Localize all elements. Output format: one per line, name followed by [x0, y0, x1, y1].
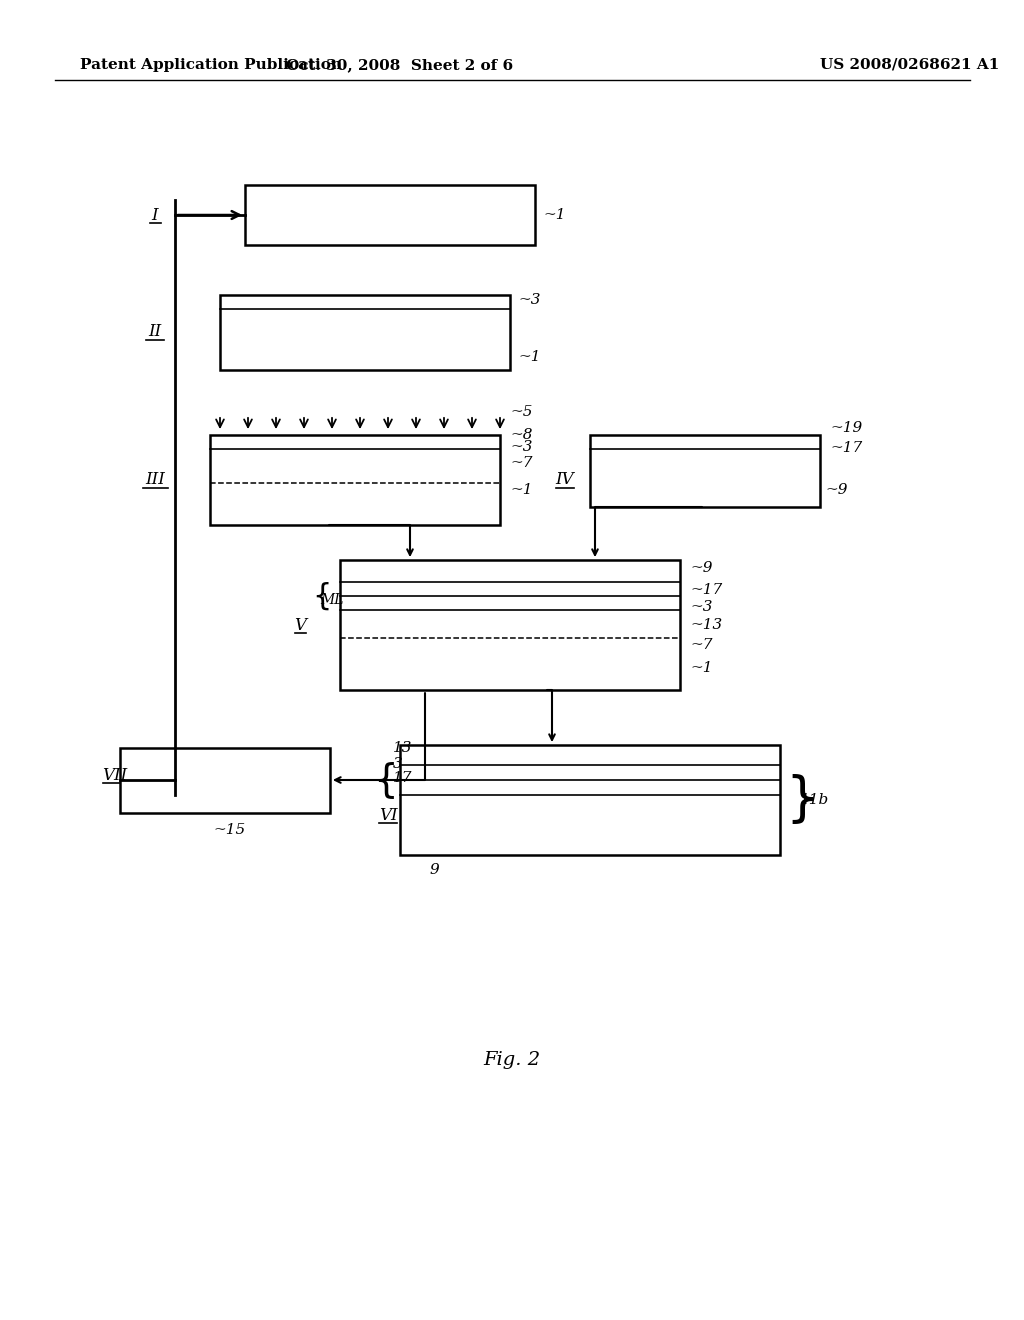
Text: ~13: ~13	[690, 618, 722, 632]
Bar	[400, 744, 780, 855]
Text: {: {	[374, 762, 398, 799]
Text: ~17: ~17	[830, 441, 862, 455]
Bar	[210, 436, 500, 525]
Text: VI: VI	[379, 807, 397, 824]
Text: US 2008/0268621 A1: US 2008/0268621 A1	[820, 58, 999, 73]
Text: II: II	[148, 323, 162, 341]
Text: ~17: ~17	[690, 583, 722, 597]
Text: }: }	[785, 774, 818, 826]
Text: 3: 3	[393, 756, 402, 771]
Text: 9: 9	[430, 863, 439, 876]
Text: Fig. 2: Fig. 2	[483, 1051, 541, 1069]
Bar	[245, 185, 535, 246]
Text: ~9: ~9	[825, 483, 848, 498]
Text: ~3: ~3	[690, 601, 713, 614]
Bar	[590, 436, 820, 507]
Text: ~1: ~1	[510, 483, 532, 498]
Text: VII: VII	[102, 767, 128, 784]
Text: 11b: 11b	[800, 793, 829, 807]
Text: I: I	[152, 206, 159, 223]
Text: {: {	[312, 582, 332, 611]
Text: ~15: ~15	[213, 822, 246, 837]
Text: 13: 13	[393, 741, 413, 755]
Text: ~19: ~19	[830, 421, 862, 436]
Bar	[120, 748, 330, 813]
Bar	[340, 560, 680, 690]
Text: ~3: ~3	[510, 440, 532, 454]
Text: Oct. 30, 2008  Sheet 2 of 6: Oct. 30, 2008 Sheet 2 of 6	[287, 58, 514, 73]
Text: ~1: ~1	[543, 209, 565, 222]
Bar	[220, 294, 510, 370]
Text: IV: IV	[556, 471, 574, 488]
Text: ~1: ~1	[518, 350, 541, 364]
Text: ~5: ~5	[510, 405, 532, 418]
Text: ML: ML	[319, 593, 343, 607]
Text: ~7: ~7	[690, 638, 713, 652]
Text: Patent Application Publication: Patent Application Publication	[80, 58, 342, 73]
Text: 17: 17	[393, 771, 413, 785]
Text: ~1: ~1	[690, 661, 713, 675]
Text: ~8: ~8	[510, 428, 532, 442]
Text: V: V	[294, 616, 306, 634]
Text: ~9: ~9	[690, 561, 713, 576]
Text: ~3: ~3	[518, 293, 541, 308]
Text: ~7: ~7	[510, 455, 532, 470]
Text: III: III	[145, 471, 165, 488]
